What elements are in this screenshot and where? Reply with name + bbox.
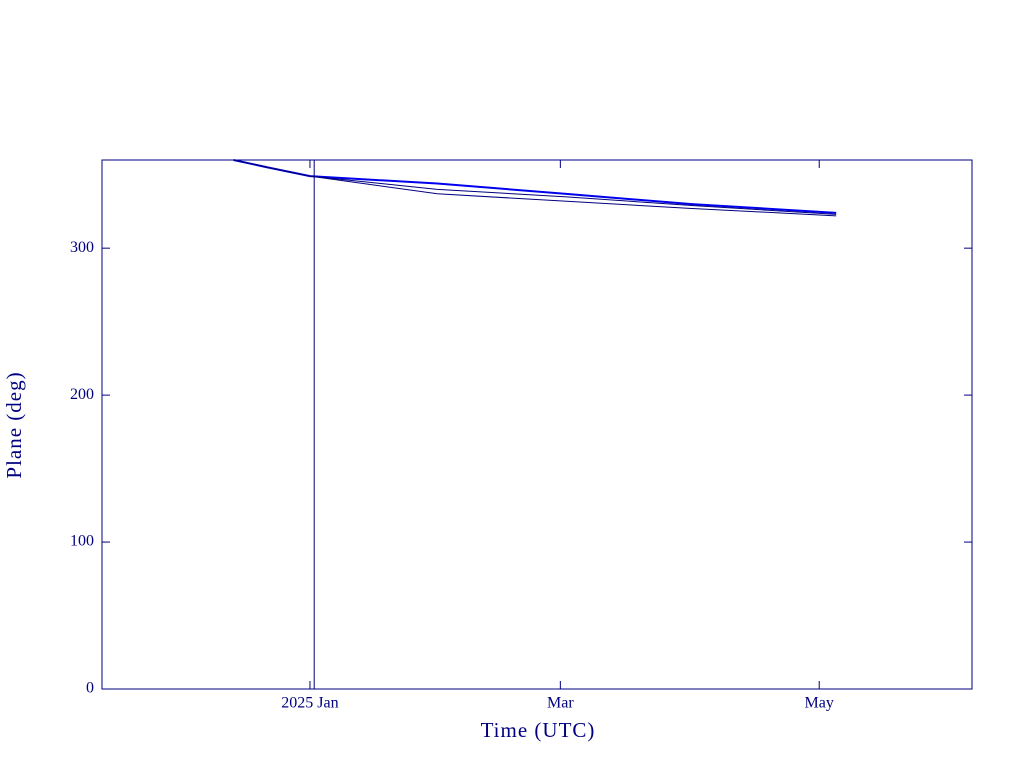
x-tick-label: 2025 Jan: [281, 695, 338, 712]
y-axis-label: Plane (deg): [2, 371, 26, 478]
data-line: [233, 159, 837, 215]
y-tick-label: 100: [70, 533, 94, 550]
data-line: [233, 159, 837, 217]
x-axis-label: Time (UTC): [481, 718, 596, 742]
plot-frame: [101, 159, 973, 690]
y-tick-label: 200: [70, 386, 94, 403]
x-tick-label: Mar: [547, 695, 574, 712]
data-line: [233, 159, 837, 214]
y-tick-label: 0: [86, 680, 94, 697]
x-tick-label: May: [805, 695, 834, 712]
y-tick-label: 300: [70, 239, 94, 256]
